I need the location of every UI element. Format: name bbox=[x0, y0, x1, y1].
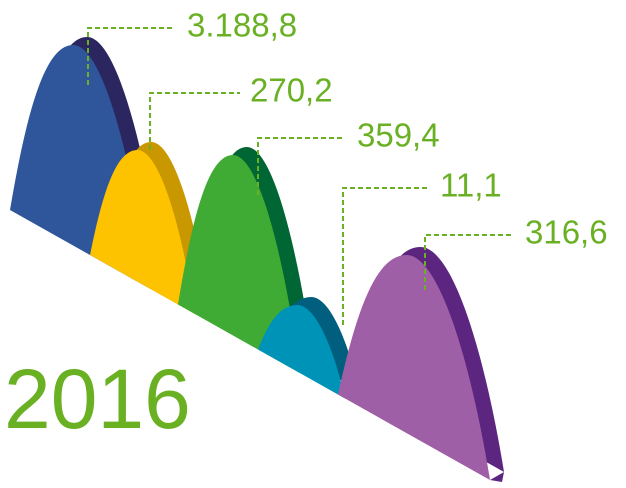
hump-side-fill bbox=[490, 472, 504, 482]
year: 2016 bbox=[4, 352, 191, 446]
leader-line bbox=[87, 27, 175, 85]
hump-front bbox=[258, 305, 345, 399]
value-label: 11,1 bbox=[440, 167, 502, 204]
humps bbox=[10, 37, 504, 482]
leader-line bbox=[149, 92, 240, 150]
leader-lines bbox=[87, 27, 512, 325]
leader-line bbox=[342, 187, 430, 325]
value-label: 316,6 bbox=[525, 214, 608, 251]
leader-line bbox=[424, 234, 512, 290]
value-label: 270,2 bbox=[250, 72, 333, 109]
hump-front bbox=[178, 155, 300, 374]
leader-line bbox=[257, 137, 345, 195]
hump-front bbox=[338, 255, 490, 480]
hump-front bbox=[90, 150, 195, 315]
value-label: 3.188,8 bbox=[187, 7, 297, 44]
value-label: 359,4 bbox=[357, 117, 440, 154]
